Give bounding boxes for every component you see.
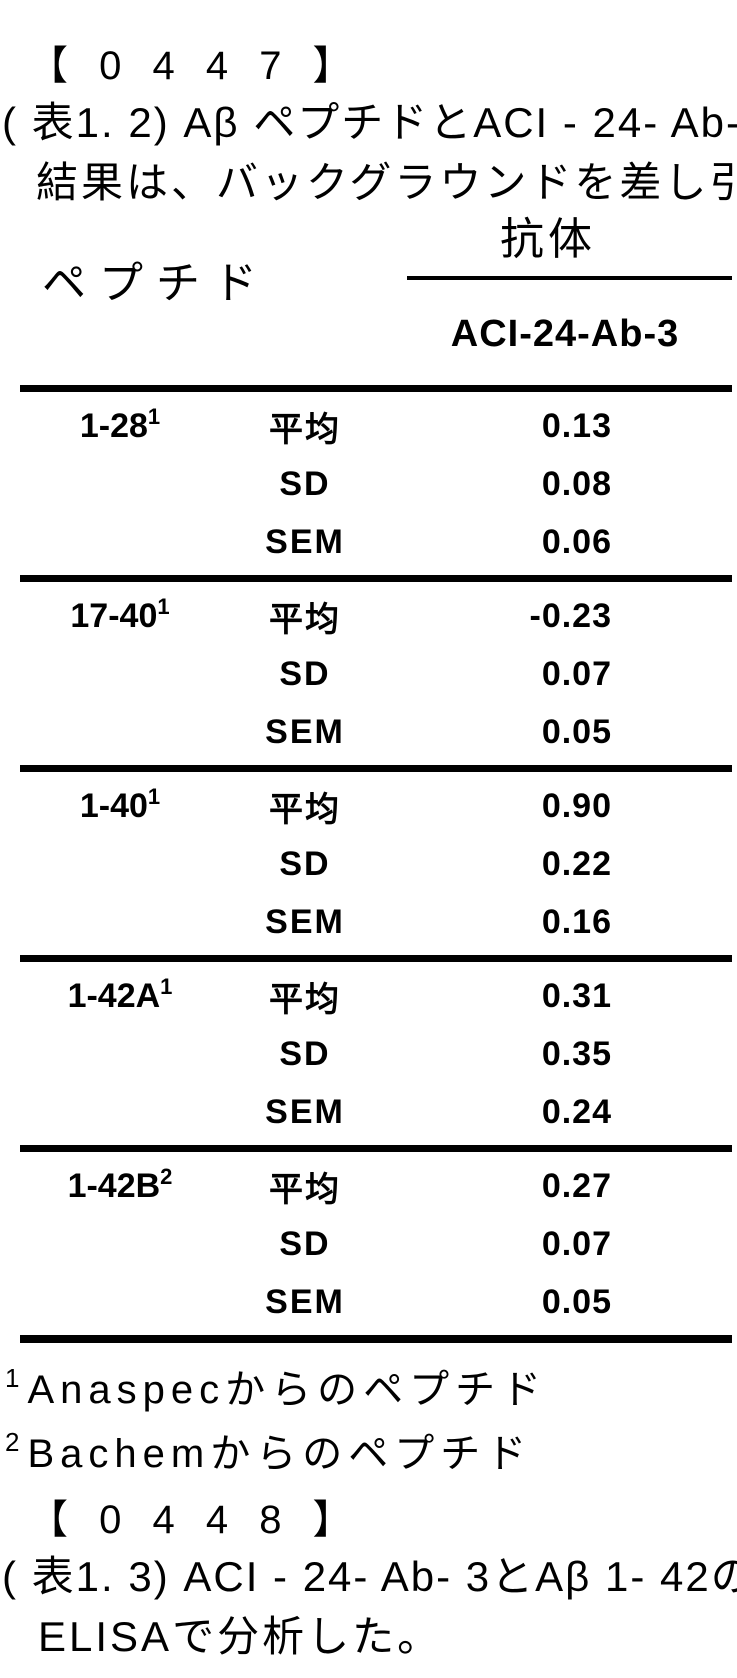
table-1-2-caption-line1: ( 表1. 2) Aβ ペプチドとACI - 24- Ab- 3と xyxy=(2,99,737,146)
stat-value: 0.24 xyxy=(541,1092,612,1131)
footnote-1-text: Anaspecからのペプチド xyxy=(27,1368,548,1412)
table-row: 17-401 平均 -0.23 xyxy=(20,587,732,645)
table-row: SEM 0.16 xyxy=(20,893,732,951)
peptide-superscript: 1 xyxy=(160,973,173,999)
table-header-antibody-name: ACI-24-Ab-3 xyxy=(450,313,680,355)
antibody-header-rule xyxy=(407,276,732,280)
table-row: 1-42B2 平均 0.27 xyxy=(20,1157,732,1215)
peptide-cell: 1-281 xyxy=(20,403,220,446)
results-table: 1-281 平均 0.13 SD 0.08 SEM 0.06 17-401 平均… xyxy=(20,385,732,1343)
stat-value: 0.22 xyxy=(541,844,612,883)
table-header-antibody: 抗体 xyxy=(500,215,596,264)
stat-value: 0.31 xyxy=(541,976,612,1015)
stat-label: SEM xyxy=(265,522,345,561)
table-row: SEM 0.05 xyxy=(20,1273,732,1331)
stat-value: 0.90 xyxy=(541,786,612,825)
table-group-1-28: 1-281 平均 0.13 SD 0.08 SEM 0.06 xyxy=(20,385,732,575)
stat-value: 0.16 xyxy=(541,902,612,941)
stat-label: SEM xyxy=(265,1282,345,1321)
stat-label: 平均 xyxy=(269,980,341,1019)
peptide-cell: 1-42A1 xyxy=(20,973,220,1016)
peptide-superscript: 1 xyxy=(147,783,161,809)
table-1-3-caption-line2: ELISAで分析した。 xyxy=(38,1613,443,1660)
peptide-cell: 1-42B2 xyxy=(20,1163,220,1206)
stat-label: 平均 xyxy=(269,790,341,829)
peptide-superscript: 1 xyxy=(147,403,161,429)
peptide-label: 1-42B xyxy=(67,1166,161,1205)
table-row: 1-42A1 平均 0.31 xyxy=(20,967,732,1025)
table-row: SD 0.08 xyxy=(20,455,732,513)
table-1-3-caption-line1: ( 表1. 3) ACI - 24- Ab- 3とAβ 1- 42の33個 xyxy=(2,1553,737,1600)
stat-label: SD xyxy=(279,654,331,693)
stat-label: SEM xyxy=(265,712,345,751)
peptide-label: 1-40 xyxy=(79,786,148,825)
stat-value: 0.07 xyxy=(541,1224,612,1263)
stat-value: 0.05 xyxy=(541,1282,612,1321)
table-row: 1-401 平均 0.90 xyxy=(20,777,732,835)
peptide-superscript: 1 xyxy=(157,593,170,619)
stat-label: 平均 xyxy=(269,1170,341,1209)
stat-value: 0.27 xyxy=(541,1166,612,1205)
stat-label: SEM xyxy=(265,902,345,941)
stat-label: SD xyxy=(279,1224,331,1263)
peptide-label: 1-28 xyxy=(79,406,148,445)
peptide-label: 1-42A xyxy=(67,976,161,1015)
paragraph-number-0448: 【 0 4 4 8 】 xyxy=(28,1498,363,1542)
table-row: SD 0.22 xyxy=(20,835,732,893)
footnote-2: 2 Bachemからのペプチド xyxy=(5,1428,533,1476)
peptide-superscript: 2 xyxy=(160,1163,173,1189)
footnote-2-superscript: 2 xyxy=(5,1427,20,1457)
stat-label: SD xyxy=(279,844,331,883)
stat-value: 0.06 xyxy=(541,522,612,561)
peptide-label: 17-40 xyxy=(70,596,158,635)
table-row: SD 0.07 xyxy=(20,645,732,703)
table-group-1-42B: 1-42B2 平均 0.27 SD 0.07 SEM 0.05 xyxy=(20,1145,732,1343)
paragraph-number-0447: 【 0 4 4 7 】 xyxy=(28,44,363,88)
stat-label: SD xyxy=(279,464,331,503)
stat-value: 0.13 xyxy=(541,406,612,445)
table-row: SD 0.35 xyxy=(20,1025,732,1083)
stat-value: 0.08 xyxy=(541,464,612,503)
footnote-1-superscript: 1 xyxy=(5,1363,20,1393)
stat-label: SEM xyxy=(265,1092,345,1131)
table-group-1-40: 1-401 平均 0.90 SD 0.22 SEM 0.16 xyxy=(20,765,732,955)
table-row: SEM 0.24 xyxy=(20,1083,732,1141)
peptide-cell: 17-401 xyxy=(20,593,220,636)
peptide-cell: 1-401 xyxy=(20,783,220,826)
table-group-1-42A: 1-42A1 平均 0.31 SD 0.35 SEM 0.24 xyxy=(20,955,732,1145)
stat-value: 0.07 xyxy=(541,654,612,693)
footnote-2-text: Bachemからのペプチド xyxy=(27,1432,533,1476)
table-row: 1-281 平均 0.13 xyxy=(20,397,732,455)
table-group-17-40: 17-401 平均 -0.23 SD 0.07 SEM 0.05 xyxy=(20,575,732,765)
table-1-2-caption-line2: 結果は、バックグラウンドを差し引 xyxy=(36,159,737,206)
table-header-peptide: ペプチド xyxy=(42,259,270,308)
table-row: SEM 0.06 xyxy=(20,513,732,571)
stat-value: -0.23 xyxy=(529,596,612,635)
table-row: SEM 0.05 xyxy=(20,703,732,761)
stat-label: 平均 xyxy=(269,410,341,449)
stat-label: SD xyxy=(279,1034,331,1073)
footnote-1: 1 Anaspecからのペプチド xyxy=(5,1364,548,1412)
stat-value: 0.05 xyxy=(541,712,612,751)
stat-label: 平均 xyxy=(269,600,341,639)
stat-value: 0.35 xyxy=(541,1034,612,1073)
table-row: SD 0.07 xyxy=(20,1215,732,1273)
